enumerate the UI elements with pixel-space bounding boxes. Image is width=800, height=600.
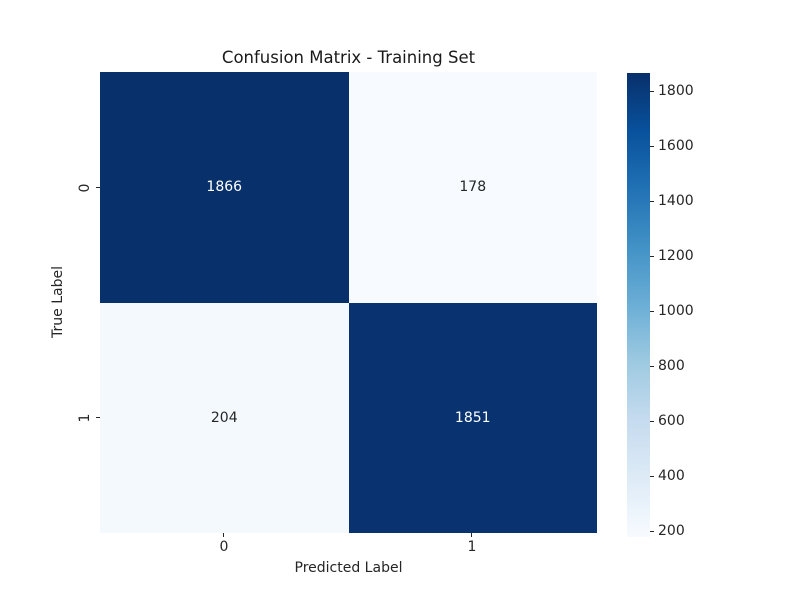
colorbar-tick-label: 1200 [658, 248, 694, 264]
x-tick-mark-0 [223, 533, 225, 537]
colorbar-tick-label: 1800 [658, 83, 694, 99]
y-tick-label-text: 1 [77, 413, 93, 423]
colorbar-tick-mark [650, 256, 654, 258]
heatmap-cell-r1c1: 1851 [348, 302, 597, 533]
colorbar-tick-mark [650, 366, 654, 368]
cell-value: 1851 [454, 409, 491, 426]
colorbar-tick-label: 800 [658, 358, 685, 374]
confusion-matrix-heatmap: 1866 178 204 1851 [100, 72, 597, 533]
colorbar-tick-label: 1400 [658, 193, 694, 209]
x-tick-label-1: 1 [467, 539, 477, 555]
heatmap-cell-r1c0: 204 [100, 302, 349, 533]
chart-title: Confusion Matrix - Training Set [221, 48, 476, 67]
colorbar-tick-label: 1600 [658, 138, 694, 154]
x-axis-label: Predicted Label [294, 560, 403, 576]
colorbar-tick-mark [650, 311, 654, 313]
colorbar-tick-mark [650, 91, 654, 93]
y-tick-label-text: 0 [77, 183, 93, 193]
colorbar-tick-label: 400 [658, 468, 685, 484]
colorbar-tick-mark [650, 201, 654, 203]
heatmap-cell-r0c1: 178 [348, 72, 597, 303]
x-tick-mark-1 [471, 533, 473, 537]
colorbar-tick-label: 600 [658, 413, 685, 429]
y-tick-mark-0 [96, 187, 100, 189]
y-axis-label-text: True Label [50, 266, 66, 338]
x-tick-label-0: 0 [219, 539, 229, 555]
colorbar-tick-mark [650, 146, 654, 148]
cell-value: 1866 [206, 179, 243, 196]
colorbar-tick-label: 200 [658, 523, 685, 539]
colorbar-tick-mark [650, 476, 654, 478]
heatmap-cell-r0c0: 1866 [100, 72, 349, 303]
cell-value: 178 [459, 179, 487, 196]
colorbar-tick-mark [650, 531, 654, 533]
colorbar-tick-label: 1000 [658, 303, 694, 319]
colorbar-gradient [627, 73, 650, 537]
cell-value: 204 [210, 409, 238, 426]
colorbar-tick-mark [650, 421, 654, 423]
y-tick-mark-1 [96, 417, 100, 419]
